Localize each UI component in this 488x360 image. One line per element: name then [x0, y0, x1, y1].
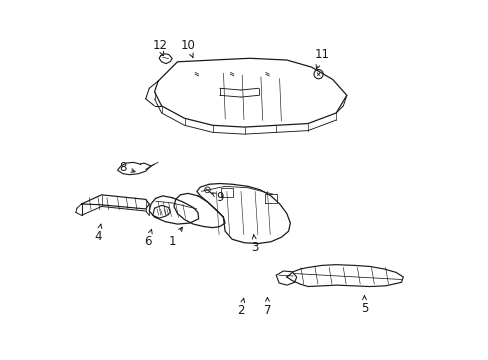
Text: 12: 12: [152, 40, 167, 56]
Text: 11: 11: [314, 48, 329, 69]
Text: 7: 7: [263, 297, 271, 317]
Text: 8: 8: [119, 161, 135, 174]
Text: 1: 1: [168, 227, 182, 248]
Text: 9: 9: [211, 191, 223, 204]
Text: 6: 6: [143, 229, 152, 248]
Text: 10: 10: [180, 40, 195, 58]
Text: 5: 5: [360, 296, 367, 315]
Text: 3: 3: [251, 235, 258, 253]
Text: 2: 2: [237, 298, 244, 317]
Text: 4: 4: [94, 224, 102, 243]
